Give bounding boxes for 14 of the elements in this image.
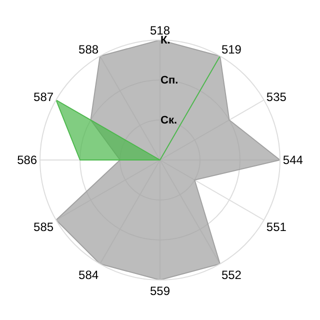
spoke-label: 552 <box>221 268 242 282</box>
spoke-label: 551 <box>266 220 287 234</box>
spoke-label: 584 <box>78 268 99 282</box>
spoke-label: 519 <box>221 42 242 57</box>
y-tick-label: Ск. <box>160 114 178 127</box>
spoke-label: 585 <box>34 220 54 234</box>
spoke-label: 586 <box>17 153 38 168</box>
spoke-label: 559 <box>150 284 170 298</box>
y-tick-label: К. <box>160 34 170 47</box>
spoke-label: 544 <box>282 153 304 168</box>
spoke-label: 588 <box>78 42 99 57</box>
y-tick-label: Сп. <box>160 74 178 87</box>
spoke-label: 587 <box>34 90 54 104</box>
spoke-label: 535 <box>266 90 287 104</box>
